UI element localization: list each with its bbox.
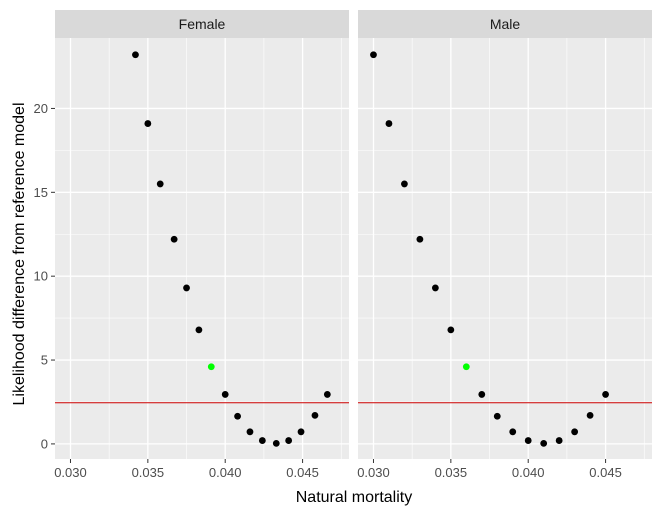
data-point: [132, 51, 139, 59]
panels-group: Female 0.030 0.035 0.040 0.045 0 5 10 15 20 Male 0.…: [34, 10, 652, 480]
data-point: [370, 51, 377, 59]
panel-female: Female 0.030 0.035 0.040 0.045 0 5 10 15 20: [34, 10, 349, 480]
strip-background: [55, 10, 349, 38]
data-point: [385, 120, 393, 127]
x-tick-label: 0.045: [589, 465, 622, 480]
x-tick-label: 0.045: [286, 465, 319, 480]
data-point: [524, 437, 532, 444]
y-tick-label: 5: [41, 353, 48, 368]
data-point: [586, 411, 594, 419]
data-point: [195, 326, 203, 334]
strip-background: [358, 10, 652, 38]
data-point: [183, 284, 190, 292]
data-point: [401, 180, 408, 188]
data-point: [493, 412, 501, 420]
data-point: [447, 326, 455, 334]
data-point: [478, 391, 486, 398]
x-tick-label: 0.035: [132, 465, 165, 480]
x-tick-label: 0.040: [209, 465, 242, 480]
data-point: [555, 437, 563, 444]
y-tick-label: 0: [41, 436, 48, 451]
data-point: [540, 440, 548, 447]
data-point: [221, 391, 229, 398]
y-tick-label: 20: [34, 101, 48, 116]
y-axis-title: Likelihood difference from reference mod…: [11, 103, 28, 406]
data-point: [144, 120, 152, 127]
data-point: [246, 428, 254, 436]
strip-label: Male: [490, 16, 521, 32]
panel-background: [55, 38, 349, 459]
x-tick-label: 0.030: [54, 465, 87, 480]
x-tick-label: 0.030: [357, 465, 390, 480]
data-point: [602, 391, 609, 398]
data-point: [156, 180, 164, 188]
data-point: [509, 428, 517, 436]
data-point: [234, 412, 241, 420]
highlight-point: [207, 363, 215, 371]
x-axis-title: Natural mortality: [296, 489, 412, 506]
data-point: [272, 440, 280, 447]
strip-label: Female: [179, 16, 226, 32]
data-point: [297, 428, 305, 436]
y-tick-label: 10: [34, 269, 48, 284]
x-tick-label: 0.035: [435, 465, 468, 480]
data-point: [258, 437, 266, 444]
highlight-point: [462, 363, 470, 371]
data-point: [323, 391, 331, 398]
data-point: [285, 437, 293, 444]
data-point: [170, 235, 178, 243]
data-point: [311, 411, 319, 419]
x-tick-label: 0.040: [512, 465, 545, 480]
data-point: [431, 284, 439, 292]
y-tick-label: 15: [34, 185, 48, 200]
data-point: [416, 235, 424, 243]
panel-male: Male 0.030 0.035 0.040 0.045: [357, 10, 652, 480]
data-point: [571, 428, 579, 436]
